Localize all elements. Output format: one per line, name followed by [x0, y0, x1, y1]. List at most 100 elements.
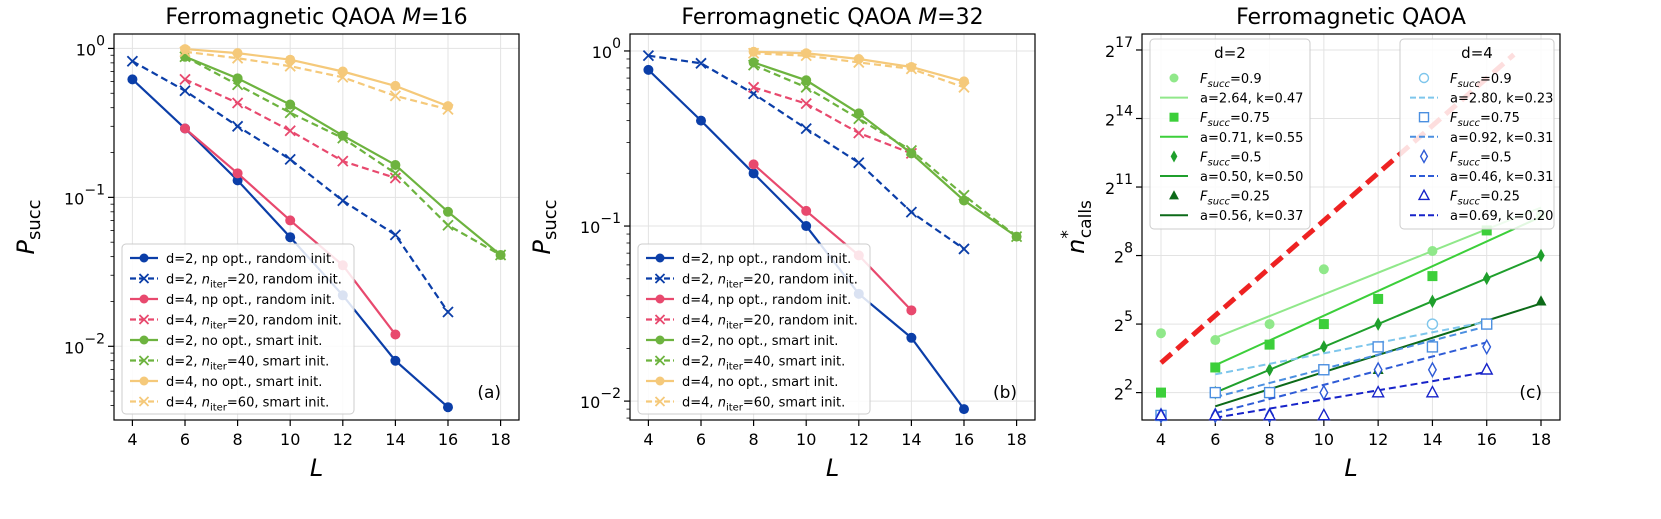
- plot-frame: [113, 33, 520, 421]
- legend-label-text: a=0.69, k=0.20: [1450, 209, 1553, 224]
- data-point: [231, 97, 244, 109]
- data-point: [748, 168, 759, 179]
- y-tick-base: 2: [1105, 42, 1115, 61]
- y-axis-label-sup: *: [1058, 230, 1078, 239]
- legend-label: Fsucc=0.25: [1450, 190, 1520, 208]
- y-tick-exponent: −1: [84, 182, 105, 198]
- plot-frame: [629, 33, 1036, 421]
- legend-label-var: n: [202, 355, 210, 370]
- y-tick-base: 10: [580, 218, 600, 237]
- legend-label: d=2, np opt., random init.: [166, 252, 335, 267]
- data-point: [126, 55, 139, 67]
- x-tick-label: 14: [1422, 430, 1442, 449]
- legend-entry: d=2, no opt., smart init.: [130, 334, 322, 349]
- legend-label-text: a=0.46, k=0.31: [1450, 170, 1553, 185]
- legend-label-pre: d=2,: [682, 273, 718, 288]
- x-tick-value: 12: [849, 430, 869, 449]
- legend-label: d=4, niter=60, smart init.: [682, 396, 845, 414]
- legend-label: d=2, niter=40, smart init.: [166, 355, 329, 373]
- legend-entry: Fsucc=0.5: [1170, 150, 1262, 168]
- data-point: [1318, 264, 1329, 275]
- panel-label: (c): [1519, 383, 1542, 403]
- legend-entry: a=0.71, k=0.55: [1160, 131, 1303, 146]
- legend-label: a=2.80, k=0.23: [1450, 92, 1553, 107]
- y-axis-label-sub: succ: [24, 199, 45, 240]
- legend-label: d=4, niter=60, smart init.: [166, 396, 329, 414]
- x-tick-value: 4: [127, 430, 137, 449]
- legend-marker: [1419, 148, 1429, 164]
- y-tick-exponent: 14: [1115, 104, 1133, 120]
- legend-label-var: F: [1450, 111, 1458, 126]
- y-tick-base: 2: [1114, 385, 1124, 404]
- legend-label-post: =20, random init.: [743, 314, 858, 329]
- y-tick-base: 10: [580, 393, 600, 412]
- x-tick-value: 8: [749, 430, 759, 449]
- chart-panel-c: 4 6 8 10 12 14 16 18222528211214217Ferromagneti…: [1058, 5, 1561, 482]
- panel-label-text: (c): [1519, 383, 1542, 403]
- legend-marker: [139, 253, 149, 263]
- legend-label: d=4, niter=20, random init.: [682, 314, 858, 332]
- x-tick-value: 18: [1006, 430, 1026, 449]
- legend-entry: d=4, niter=60, smart init.: [646, 396, 845, 414]
- y-tick-exponent: −2: [600, 386, 621, 402]
- data-point: [853, 127, 865, 139]
- y-axis-label-var: P: [12, 240, 40, 255]
- y-tick-label: 25: [1114, 309, 1133, 335]
- legend-label-sub: iter: [210, 321, 228, 332]
- y-tick-label: 211: [1105, 172, 1133, 198]
- legend-label-sub: succ: [1207, 197, 1230, 208]
- data-point: [800, 50, 812, 62]
- y-tick-label: 22: [1114, 378, 1133, 404]
- data-point: [1427, 271, 1438, 282]
- series-line: [184, 47, 449, 108]
- data-point: [179, 73, 191, 85]
- data-point: [1426, 318, 1439, 330]
- data-point: [801, 221, 812, 232]
- fit-line: [1215, 371, 1487, 419]
- legend-title: d=2: [1214, 44, 1246, 62]
- y-tick-base: 2: [1114, 248, 1124, 267]
- legend-label-var: F: [1200, 72, 1208, 87]
- legend-entry: d=4, np opt., random init.: [130, 293, 335, 308]
- x-tick-value: 4: [1156, 430, 1166, 449]
- data-point: [390, 355, 401, 366]
- data-point: [1210, 335, 1221, 346]
- chart-title-text: Ferromagnetic QAOA: [681, 5, 918, 30]
- legend-label-text: a=2.64, k=0.47: [1200, 92, 1303, 107]
- series-3: [747, 81, 918, 160]
- y-tick-label: 10−2: [580, 386, 621, 412]
- series-5: [747, 59, 1023, 243]
- legend-entry: a=2.64, k=0.47: [1160, 92, 1303, 107]
- legend-title: d=4: [1461, 44, 1493, 62]
- x-axis-label: L: [310, 454, 323, 482]
- legend-marker: [138, 314, 150, 325]
- legend-label: Fsucc=0.75: [1200, 111, 1270, 129]
- data-point: [1264, 339, 1275, 350]
- series-line: [753, 64, 1018, 238]
- legend-marker: [138, 273, 150, 284]
- data-point: [494, 249, 507, 261]
- legend-label-text: a=2.80, k=0.23: [1450, 92, 1553, 107]
- plot-frame: [1141, 33, 1561, 421]
- legend-label-text: d=2, np opt., random init.: [682, 252, 851, 267]
- y-tick-label: 10−2: [64, 331, 105, 357]
- x-tick-value: 18: [1531, 430, 1551, 449]
- legend-box: [121, 243, 355, 415]
- legend-marker: [1418, 72, 1430, 84]
- data-point: [1264, 319, 1275, 330]
- legend-marker: [139, 335, 149, 345]
- x-axis-label: L: [1344, 454, 1357, 482]
- legend-label-sub: iter: [210, 280, 228, 291]
- y-tick-label: 10−1: [580, 211, 621, 237]
- series-4: [748, 57, 1022, 242]
- x-tick-label: 6: [696, 430, 706, 449]
- legend-label-sub: iter: [726, 403, 744, 414]
- data-point: [696, 115, 707, 126]
- x-tick-label: 12: [333, 430, 353, 449]
- data-point: [1373, 361, 1383, 378]
- legend-label: d=2, np opt., random init.: [682, 252, 851, 267]
- data-point: [1428, 294, 1437, 308]
- y-tick-exponent: 0: [612, 36, 621, 52]
- y-axis-label-sub: succ: [540, 199, 561, 240]
